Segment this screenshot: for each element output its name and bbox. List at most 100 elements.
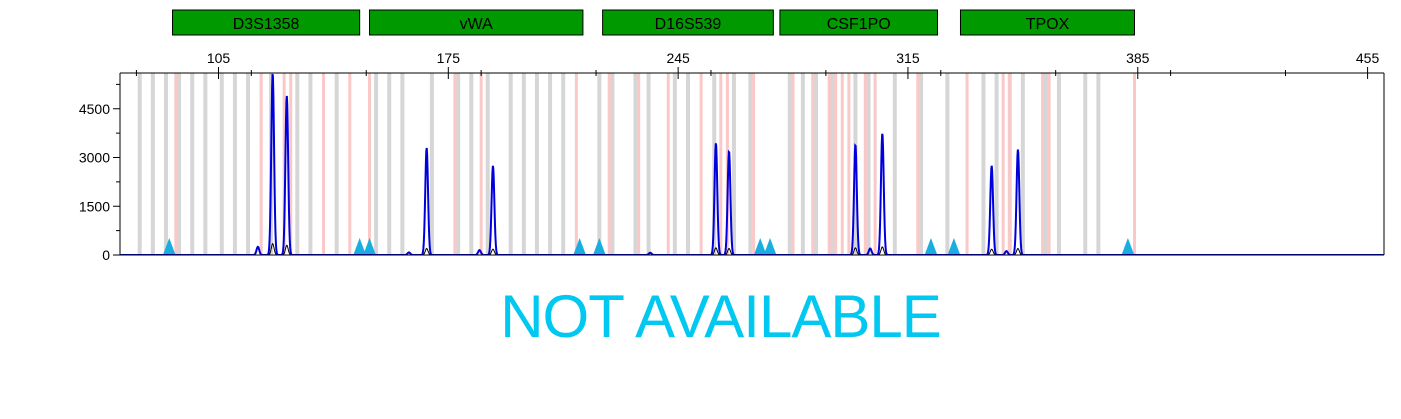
locus-box (369, 9, 584, 36)
bin-gray (1056, 73, 1061, 255)
bin-gray (945, 73, 950, 255)
size-marker (1121, 238, 1134, 254)
bin-gray (308, 73, 313, 255)
bin-gray (163, 73, 168, 255)
locus-box (779, 9, 938, 36)
bin-pink (574, 73, 578, 255)
bin-pink (368, 73, 372, 255)
bin-gray (610, 73, 615, 255)
bin-pink (834, 73, 838, 255)
size-marker (593, 238, 606, 254)
bin-pink (174, 73, 178, 255)
bin-gray (787, 73, 792, 255)
x-tick-label: 315 (896, 50, 920, 66)
x-tick-label: 175 (437, 50, 461, 66)
bin-gray (646, 73, 651, 255)
bin-pink (1132, 73, 1136, 255)
bin-pink (259, 73, 263, 255)
locus-label: CSF1PO (827, 16, 891, 33)
locus-label: TPOX (1026, 16, 1070, 33)
bin-pink (752, 73, 756, 255)
bin-pink (453, 73, 457, 255)
bin-gray (190, 73, 195, 255)
x-tick-label: 385 (1126, 50, 1150, 66)
locus-box (172, 9, 361, 36)
bin-pink (840, 73, 844, 255)
bin-gray (374, 73, 379, 255)
bin-pink (282, 73, 286, 255)
bin-gray (1020, 73, 1025, 255)
size-marker (764, 238, 777, 254)
bin-gray (685, 73, 690, 255)
bin-pink (1001, 73, 1005, 255)
bin-gray (633, 73, 638, 255)
bin-gray (597, 73, 602, 255)
y-tick-label: 4500 (79, 101, 110, 117)
x-tick-label: 105 (207, 50, 231, 66)
bin-pink (811, 73, 815, 255)
bin-gray (672, 73, 677, 255)
y-tick-label: 1500 (79, 198, 110, 214)
bin-gray (232, 73, 237, 255)
bin-gray (469, 73, 474, 255)
bin-gray (1096, 73, 1101, 255)
y-tick-label: 3000 (79, 150, 110, 166)
bin-gray (994, 73, 999, 255)
bin-gray (548, 73, 553, 255)
size-marker (363, 238, 376, 254)
bin-pink (637, 73, 641, 255)
x-tick-label: 245 (666, 50, 690, 66)
bin-pink (719, 73, 723, 255)
size-marker (573, 238, 586, 254)
bin-gray (429, 73, 434, 255)
bin-gray (295, 73, 300, 255)
bin-gray (485, 73, 490, 255)
size-marker (947, 238, 960, 254)
bin-gray (456, 73, 461, 255)
size-marker (924, 238, 937, 254)
bin-gray (1043, 73, 1048, 255)
bin-gray (137, 73, 142, 255)
locus-label: vWA (460, 16, 494, 33)
bin-pink (847, 73, 851, 255)
bin-pink (666, 73, 670, 255)
bin-pink (607, 73, 611, 255)
not-available-annotation: NOT AVAILABLE (500, 283, 942, 350)
bin-gray (150, 73, 155, 255)
locus-label: D3S1358 (233, 16, 300, 33)
bin-gray (731, 73, 736, 255)
size-marker (163, 238, 176, 254)
bin-pink (1047, 73, 1051, 255)
bin-pink (873, 73, 877, 255)
locus-box (602, 9, 774, 36)
bin-gray (561, 73, 566, 255)
bin-gray (521, 73, 526, 255)
bin-pink (699, 73, 703, 255)
bin-pink (479, 73, 483, 255)
bin-pink (791, 73, 795, 255)
size-marker (754, 238, 767, 254)
bin-pink (916, 73, 920, 255)
bin-gray (219, 73, 224, 255)
bin-pink (863, 73, 867, 255)
bin-gray (919, 73, 924, 255)
bin-gray (1083, 73, 1088, 255)
bin-gray (334, 73, 339, 255)
bin-gray (177, 73, 182, 255)
bin-pink (322, 73, 326, 255)
bin-gray (981, 73, 986, 255)
locus-label: D16S539 (655, 16, 722, 33)
bin-gray (534, 73, 539, 255)
bin-gray (892, 73, 897, 255)
bin-gray (203, 73, 208, 255)
bin-gray (814, 73, 819, 255)
bin-pink (827, 73, 831, 255)
bin-gray (800, 73, 805, 255)
bin-gray (866, 73, 871, 255)
bin-pink (1008, 73, 1012, 255)
bin-gray (387, 73, 392, 255)
bin-gray (400, 73, 405, 255)
bin-gray (508, 73, 513, 255)
